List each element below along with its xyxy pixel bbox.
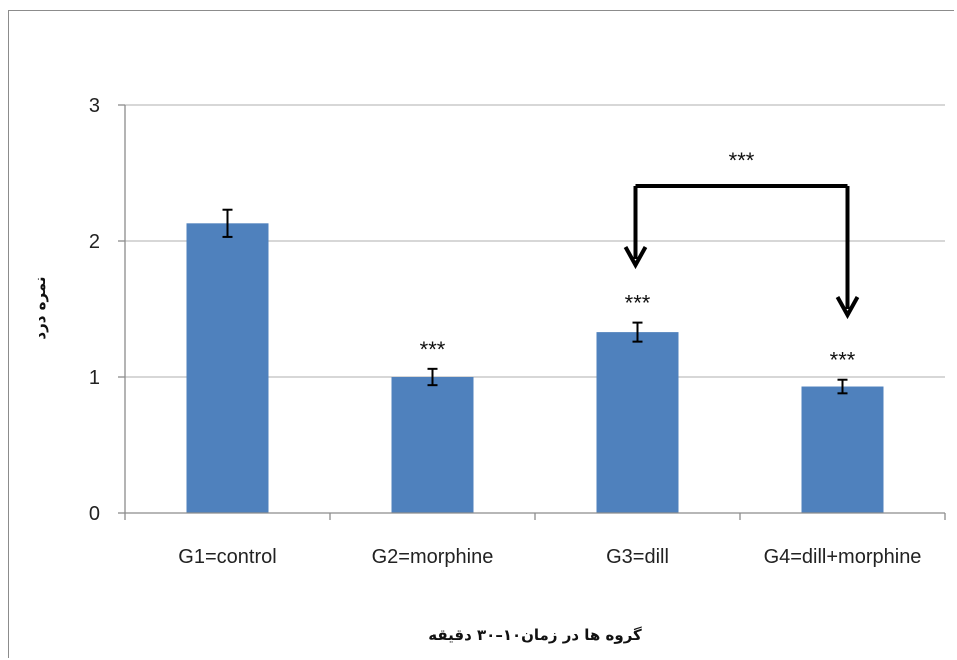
significance-label: *** <box>420 337 446 362</box>
error-bars <box>222 208 848 395</box>
y-tick-label: 1 <box>89 367 100 389</box>
bar <box>186 223 269 513</box>
y-tick-label: 0 <box>89 503 100 525</box>
bar <box>391 377 474 513</box>
arrowhead-right <box>835 296 860 320</box>
category-label: G1=control <box>178 546 276 568</box>
y-axis-title: نمره درد <box>31 276 49 339</box>
significance-marks: *** *** *** <box>420 291 856 373</box>
comparison-label: *** <box>729 148 755 173</box>
bars <box>186 223 884 513</box>
category-label: G2=morphine <box>372 546 494 568</box>
arrowhead-left <box>623 246 648 270</box>
bar <box>596 332 679 513</box>
y-tick-label: 2 <box>89 231 100 253</box>
category-label: G3=dill <box>606 546 669 568</box>
chart-frame <box>8 10 954 658</box>
bar <box>801 386 884 513</box>
comparison-bracket: *** <box>623 148 860 320</box>
category-label: G4=dill+morphine <box>764 546 922 568</box>
y-tick-label: 3 <box>89 95 100 117</box>
axes <box>118 104 946 520</box>
labels: 0 1 2 3 G1=control G2=morphine G3=dill G4=dill+… <box>89 95 922 568</box>
significance-label: *** <box>625 291 651 316</box>
significance-label: *** <box>830 348 856 373</box>
x-axis-title: گروه ها در زمان۱۰–۳۰ دقیقه <box>428 626 642 644</box>
